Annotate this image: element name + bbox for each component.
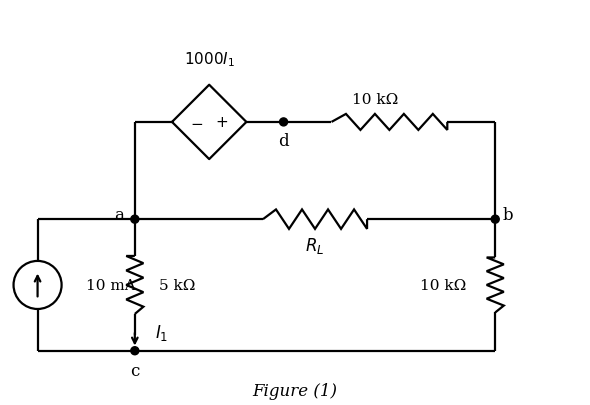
Text: $+$: $+$ bbox=[215, 115, 228, 130]
Text: 5 kΩ: 5 kΩ bbox=[159, 278, 195, 292]
Text: 10 kΩ: 10 kΩ bbox=[420, 278, 467, 292]
Text: b: b bbox=[503, 207, 513, 224]
Text: $R_L$: $R_L$ bbox=[306, 235, 324, 255]
Text: $I_1$: $I_1$ bbox=[155, 323, 168, 343]
Circle shape bbox=[280, 119, 287, 127]
Text: $1000I_1$: $1000I_1$ bbox=[183, 51, 235, 69]
Text: a: a bbox=[114, 207, 124, 224]
Text: c: c bbox=[130, 362, 139, 379]
Circle shape bbox=[491, 215, 499, 224]
Text: 10 kΩ: 10 kΩ bbox=[352, 93, 398, 107]
Circle shape bbox=[131, 347, 139, 355]
Text: d: d bbox=[278, 132, 289, 149]
Text: Figure (1): Figure (1) bbox=[253, 382, 337, 399]
Text: $-$: $-$ bbox=[190, 115, 203, 130]
Text: 10 mA: 10 mA bbox=[86, 278, 136, 292]
Circle shape bbox=[131, 215, 139, 224]
